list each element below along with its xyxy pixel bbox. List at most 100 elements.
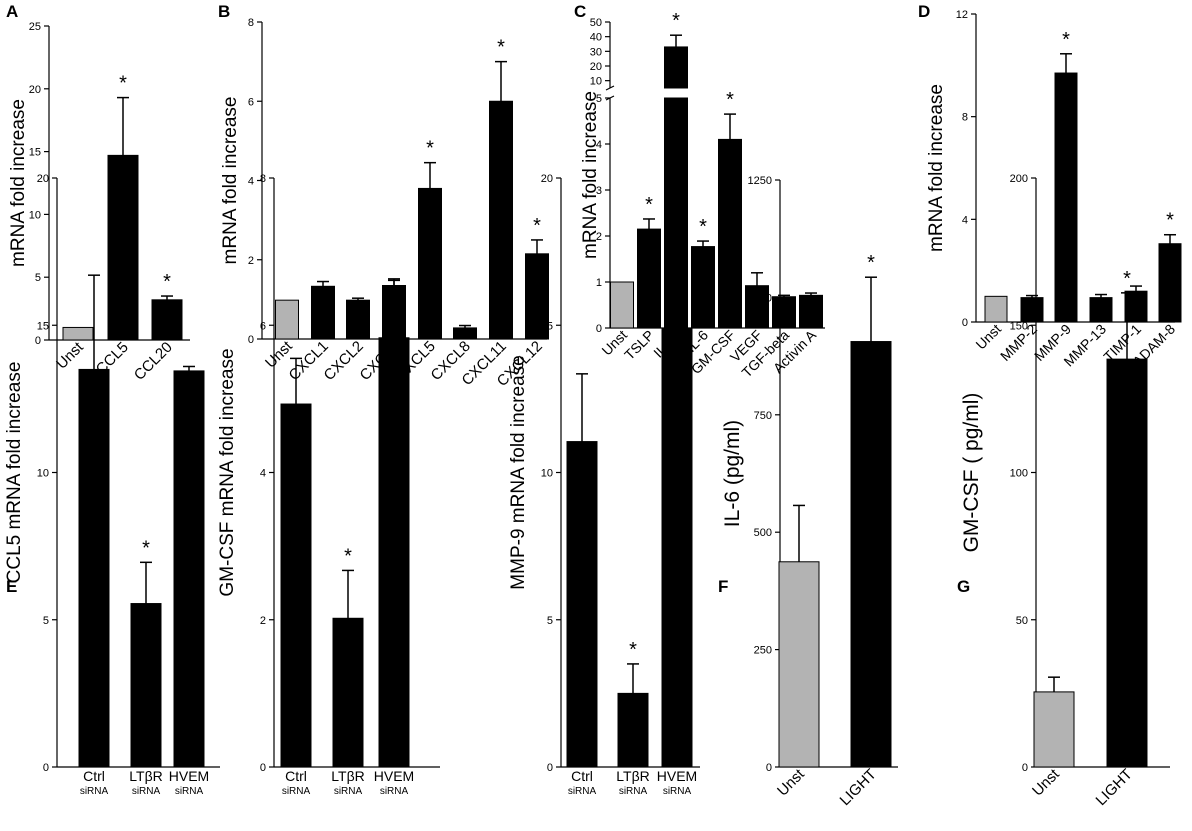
panel-label-A: A: [6, 2, 18, 21]
chart-panel-E2: 0 2 4 6 8 * Ctrl siRNA LTβR siRNA HVEM siRNA GM-CSF …: [217, 173, 440, 797]
y-tick-label-E3-3: 15: [541, 320, 553, 332]
y-tick-label-B-2: 4: [248, 176, 254, 188]
significance-star-E3-1: *: [629, 639, 637, 661]
bar-D-0: [984, 295, 1008, 323]
y-tick-label-A-3: 15: [29, 147, 41, 159]
bar-E3-2: [661, 327, 693, 768]
significance-star-D-2: *: [1062, 29, 1070, 51]
chart-panel-D: 04812**UnstMMP-2MMP-9MMP-13TIMP-1ADAM-8m…: [918, 2, 1182, 370]
category-sublabel-E2-1: siRNA: [334, 786, 363, 797]
y-axis-label-F: IL-6 (pg/ml): [721, 420, 744, 527]
y-tick-label-F-4: 1000: [748, 292, 772, 304]
category-label-D-0: Unst: [972, 321, 1004, 353]
y-tick-label-G-1: 50: [1016, 615, 1028, 627]
y-tick-label-E1-1: 5: [43, 615, 49, 627]
y-tick-label-G-2: 100: [1010, 468, 1028, 480]
significance-star-D-5: *: [1166, 210, 1174, 232]
significance-star-C-3: *: [699, 216, 707, 238]
chart-panel-C: 0123451020304050****UnstTSLPIL-33IL-6GM-…: [574, 2, 825, 380]
bar-B-1: [311, 285, 335, 340]
bar-E1-0: [78, 368, 110, 768]
significance-star-E2-1: *: [344, 545, 352, 567]
chart-panel-F: 0 250 500 750 1000 1250 * Unst LIGHT IL-6 (pg/ml)…: [718, 175, 898, 809]
y-tick-label-lower-C-0: 0: [596, 323, 602, 335]
category-sublabel-E1-0: siRNA: [80, 786, 109, 797]
bar-D-3: [1089, 297, 1113, 323]
y-tick-label-B-4: 8: [248, 17, 254, 29]
y-tick-label-B-0: 0: [248, 334, 254, 346]
bar-D-1: [1020, 297, 1044, 323]
y-tick-label-A-4: 20: [29, 84, 41, 96]
significance-star-A-1: *: [119, 73, 127, 95]
significance-star-A-2: *: [163, 271, 171, 293]
y-tick-label-D-3: 12: [956, 9, 968, 21]
y-axis-label-D: mRNA fold increase: [926, 84, 947, 252]
bar-G-1: [1106, 358, 1148, 768]
y-tick-label-E1-0: 0: [43, 762, 49, 774]
category-label-E3-2: HVEM: [657, 768, 697, 784]
category-sublabel-E1-2: siRNA: [175, 786, 204, 797]
bar-E2-1: [332, 617, 364, 768]
y-tick-label-A-1: 5: [35, 272, 41, 284]
y-tick-label-F-3: 750: [754, 410, 772, 422]
significance-star-B-4: *: [426, 138, 434, 160]
y-axis-label-E3: MMP-9 mRNA fold increase: [508, 355, 529, 589]
panel-label-D: D: [918, 2, 930, 21]
y-axis-label-B: mRNA fold increase: [220, 97, 241, 265]
y-tick-label-E2-0: 0: [260, 762, 266, 774]
y-tick-label-lower-C-1: 1: [596, 277, 602, 289]
bar-lower-C-2: [664, 97, 688, 329]
bar-B-4: [418, 187, 442, 340]
category-sublabel-E2-2: siRNA: [380, 786, 409, 797]
bar-D-2: [1054, 72, 1078, 323]
y-tick-label-E1-4: 20: [37, 173, 49, 185]
bar-B-2: [346, 299, 370, 340]
category-label-E2-2: HVEM: [374, 768, 414, 784]
y-tick-label-F-0: 0: [766, 762, 772, 774]
bar-B-0: [275, 299, 299, 340]
category-label-E2-1: LTβR: [331, 768, 364, 784]
y-tick-label-lower-C-5: 5: [596, 93, 602, 105]
bar-E3-1: [617, 692, 649, 768]
category-label-F-0: Unst: [774, 765, 808, 799]
significance-star-B-7: *: [533, 215, 541, 237]
y-tick-label-upper-C-2: 30: [590, 46, 602, 58]
y-tick-label-D-1: 4: [962, 214, 968, 226]
panel-label-B: B: [218, 2, 230, 21]
bar-C-6: [772, 296, 796, 329]
y-axis-label-E2: GM-CSF mRNA fold increase: [217, 348, 238, 596]
axis-break-mark-upper-C: [605, 85, 615, 91]
y-tick-label-upper-C-3: 40: [590, 32, 602, 44]
category-label-E2-0: Ctrl: [285, 768, 307, 784]
y-tick-label-upper-C-4: 50: [590, 17, 602, 29]
category-label-E3-1: LTβR: [616, 768, 649, 784]
category-label-F-1: LIGHT: [837, 766, 880, 809]
category-label-C-1: TSLP: [621, 327, 657, 363]
y-tick-label-E2-2: 4: [260, 468, 266, 480]
bar-D-4: [1124, 290, 1148, 323]
y-tick-label-E2-4: 8: [260, 173, 266, 185]
y-tick-label-D-2: 8: [962, 112, 968, 124]
bar-E2-0: [280, 403, 312, 768]
bar-B-5: [453, 327, 477, 340]
panel-label-G: G: [957, 577, 970, 596]
y-tick-label-E1-3: 15: [37, 320, 49, 332]
bar-F-0: [778, 561, 820, 768]
y-tick-label-E3-0: 0: [547, 762, 553, 774]
bar-D-5: [1158, 243, 1182, 323]
category-sublabel-E1-1: siRNA: [132, 786, 161, 797]
bar-E1-1: [130, 603, 162, 768]
category-label-E3-0: Ctrl: [571, 768, 593, 784]
y-tick-label-G-4: 200: [1010, 173, 1028, 185]
y-tick-label-lower-C-4: 4: [596, 139, 602, 151]
significance-star-B-6: *: [497, 37, 505, 59]
bar-G-0: [1033, 691, 1075, 768]
category-label-G-1: LIGHT: [1093, 766, 1136, 809]
y-tick-label-F-2: 500: [754, 527, 772, 539]
category-label-A-2: CCL20: [131, 339, 176, 384]
y-tick-label-E2-3: 6: [260, 320, 266, 332]
bar-B-6: [489, 100, 513, 340]
bar-upper-C-2: [664, 46, 688, 89]
y-tick-label-E3-4: 20: [541, 173, 553, 185]
